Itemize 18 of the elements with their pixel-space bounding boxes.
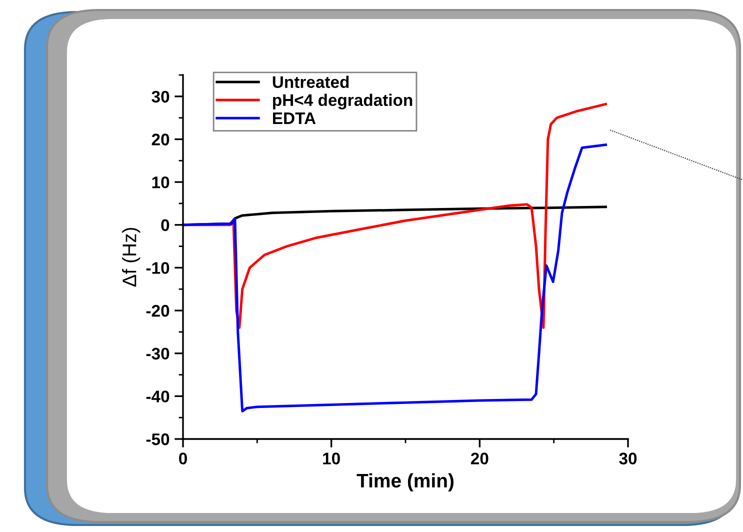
x-axis-title: Time (min) (356, 473, 454, 492)
legend-label: EDTA (273, 112, 316, 124)
y-tick-label: 20 (152, 134, 170, 146)
legend-label: pH<4 degradation (273, 94, 412, 110)
x-tick-label: 30 (619, 452, 637, 464)
y-tick-label: -30 (146, 348, 170, 360)
y-tick-label: -40 (146, 390, 170, 402)
y-tick-label: -10 (146, 262, 170, 274)
y-tick-label: 10 (152, 176, 170, 188)
y-tick-label: 30 (152, 90, 170, 103)
y-tick-label: -20 (146, 304, 170, 317)
x-tick-label: 10 (323, 452, 340, 464)
y-tick-label: 0 (161, 219, 170, 232)
y-tick-label: -50 (146, 433, 170, 446)
y-axis-title: Δf (Hz) (122, 228, 140, 287)
x-tick-label: 20 (470, 452, 488, 464)
x-tick-label: 0 (179, 452, 187, 464)
legend-label: Untreated (272, 76, 349, 88)
